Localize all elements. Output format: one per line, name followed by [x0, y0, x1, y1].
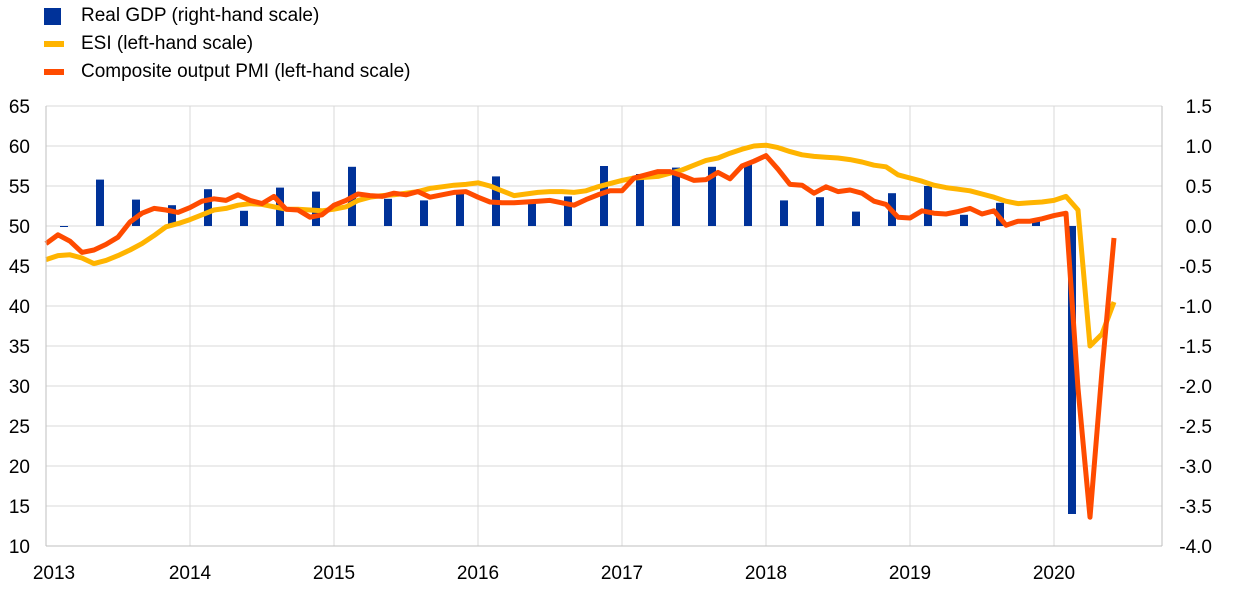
gdp-bar	[240, 210, 248, 226]
right-tick-label: -2.0	[1179, 377, 1212, 398]
right-axis-tick-labels: -4.0 -3.5 -3.0 -2.5 -2.0 -1.5 -1.0 -0.5 0.0 0.5 1.…	[1179, 97, 1212, 558]
x-tick-label: 2018	[745, 563, 787, 584]
gdp-bar	[708, 166, 716, 226]
right-tick-label: 1.0	[1186, 137, 1212, 158]
legend: Real GDP (right-hand scale) ESI (left-ha…	[44, 2, 411, 86]
x-tick-label: 2020	[1033, 563, 1075, 584]
right-tick-label: 0.0	[1186, 217, 1212, 238]
legend-label-esi: ESI (left-hand scale)	[81, 33, 254, 54]
gdp-bar	[456, 193, 464, 226]
x-axis-tick-labels: 2013 2014 2015 2016 2017 2018 2019 2020	[33, 563, 1075, 584]
axes	[45, 106, 1163, 547]
legend-item-esi: ESI (left-hand scale)	[44, 30, 411, 58]
left-tick-label: 30	[9, 377, 30, 398]
gdp-bar	[420, 200, 428, 226]
left-tick-label: 35	[9, 337, 30, 358]
x-tick-label: 2017	[601, 563, 643, 584]
legend-swatch-esi	[44, 41, 64, 47]
gdp-bar	[780, 200, 788, 226]
legend-item-gdp: Real GDP (right-hand scale)	[44, 2, 411, 30]
legend-swatch-gdp	[44, 7, 61, 25]
x-tick-label: 2019	[889, 563, 931, 584]
gdp-bar	[60, 226, 68, 227]
gdp-bar	[168, 205, 176, 226]
gdp-bar	[1032, 221, 1040, 226]
gdp-bar	[852, 211, 860, 226]
gdp-bar	[132, 199, 140, 226]
left-tick-label: 45	[9, 257, 30, 278]
right-tick-label: -3.0	[1179, 457, 1212, 478]
left-tick-label: 40	[9, 297, 30, 318]
legend-swatch-pmi	[44, 69, 64, 75]
left-tick-label: 60	[9, 137, 30, 158]
gdp-bars	[60, 162, 1076, 514]
x-tick-label: 2013	[33, 563, 75, 584]
right-tick-label: 1.5	[1186, 97, 1212, 118]
gdp-bar	[960, 214, 968, 226]
gridlines	[46, 105, 1162, 546]
left-tick-label: 25	[9, 417, 30, 438]
right-tick-label: -2.5	[1179, 417, 1212, 438]
series-lines	[44, 142, 1117, 520]
gdp-bar	[744, 162, 752, 226]
x-tick-label: 2014	[169, 563, 212, 584]
right-tick-label: -4.0	[1179, 537, 1212, 558]
right-tick-label: -0.5	[1179, 257, 1212, 278]
gdp-bar	[600, 166, 608, 226]
x-tick-label: 2015	[313, 563, 355, 584]
gdp-bar	[564, 196, 572, 226]
left-tick-label: 50	[9, 217, 30, 238]
legend-label-gdp: Real GDP (right-hand scale)	[81, 5, 320, 26]
right-tick-label: 0.5	[1186, 177, 1212, 198]
gdp-bar	[924, 186, 932, 226]
legend-label-pmi: Composite output PMI (left-hand scale)	[81, 61, 411, 82]
pmi-line	[44, 153, 1117, 520]
gdp-bar	[528, 203, 536, 226]
gdp-bar	[816, 197, 824, 226]
left-tick-label: 65	[9, 97, 30, 118]
gdp-bar	[384, 198, 392, 226]
left-tick-label: 10	[9, 537, 30, 558]
left-tick-label: 55	[9, 177, 30, 198]
gdp-bar	[1068, 226, 1076, 514]
esi-line	[45, 142, 1117, 349]
gdp-bar	[672, 167, 680, 226]
left-tick-label: 15	[9, 497, 30, 518]
legend-item-pmi: Composite output PMI (left-hand scale)	[44, 58, 411, 86]
right-tick-label: -3.5	[1179, 497, 1212, 518]
right-tick-label: -1.0	[1179, 297, 1212, 318]
gdp-bar	[636, 174, 644, 226]
left-tick-label: 20	[9, 457, 30, 478]
gdp-bar	[96, 179, 104, 226]
left-axis-tick-labels: 10 15 20 25 30 35 40 45 50 55 60 65	[9, 97, 30, 558]
x-tick-label: 2016	[457, 563, 499, 584]
right-tick-label: -1.5	[1179, 337, 1212, 358]
gdp-bar	[204, 189, 212, 226]
